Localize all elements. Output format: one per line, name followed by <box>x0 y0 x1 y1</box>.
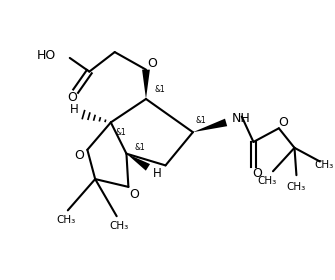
Text: &1: &1 <box>135 143 145 152</box>
Text: O: O <box>129 188 139 201</box>
Polygon shape <box>193 119 227 132</box>
Text: HO: HO <box>37 50 56 62</box>
Text: &1: &1 <box>154 85 165 94</box>
Text: O: O <box>252 167 262 180</box>
Text: H: H <box>153 167 162 180</box>
Text: CH₃: CH₃ <box>258 176 277 186</box>
Text: O: O <box>147 57 157 70</box>
Text: NH: NH <box>232 112 251 125</box>
Text: H: H <box>70 103 79 116</box>
Text: O: O <box>75 149 84 162</box>
Text: CH₃: CH₃ <box>56 215 75 225</box>
Text: CH₃: CH₃ <box>287 182 306 192</box>
Text: CH₃: CH₃ <box>314 160 333 171</box>
Text: &1: &1 <box>115 128 126 137</box>
Text: &1: &1 <box>195 116 206 125</box>
Polygon shape <box>142 70 150 99</box>
Text: O: O <box>278 116 288 129</box>
Text: CH₃: CH₃ <box>109 221 128 231</box>
Text: O: O <box>67 90 77 104</box>
Polygon shape <box>126 154 150 171</box>
